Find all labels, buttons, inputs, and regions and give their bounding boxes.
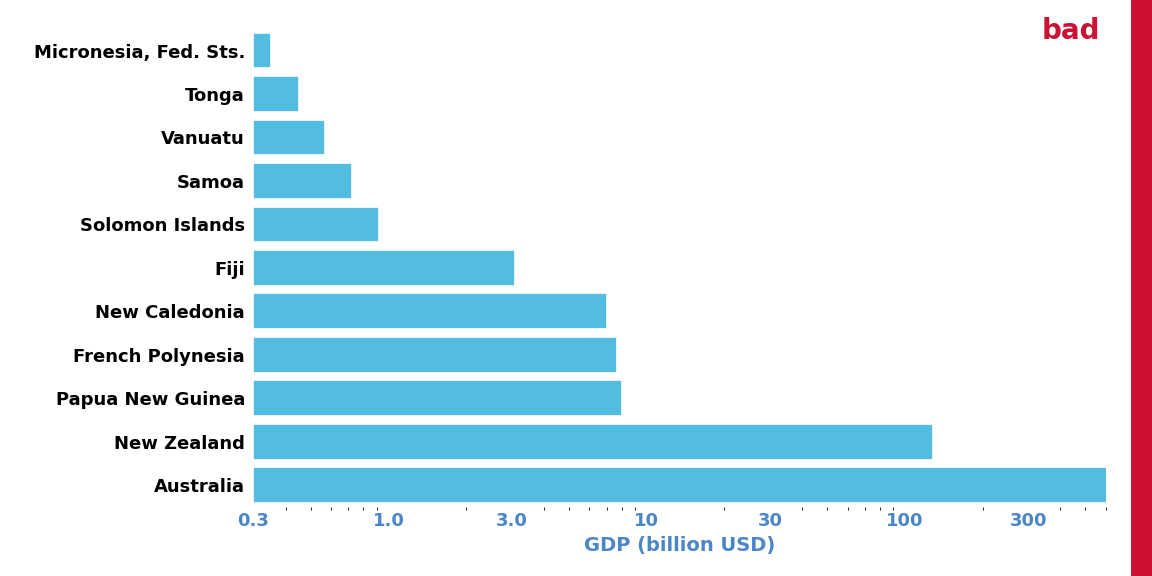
Bar [253,294,607,329]
Bar [253,33,271,69]
Bar [253,250,515,286]
Text: bad: bad [1041,17,1100,46]
Bar [253,424,933,460]
Bar [253,120,325,156]
Bar [253,467,1146,503]
Bar [253,76,298,112]
Bar [253,207,379,242]
Bar [253,380,622,416]
Bar [253,337,617,373]
X-axis label: GDP (billion USD): GDP (billion USD) [584,536,775,555]
Bar [253,163,351,199]
